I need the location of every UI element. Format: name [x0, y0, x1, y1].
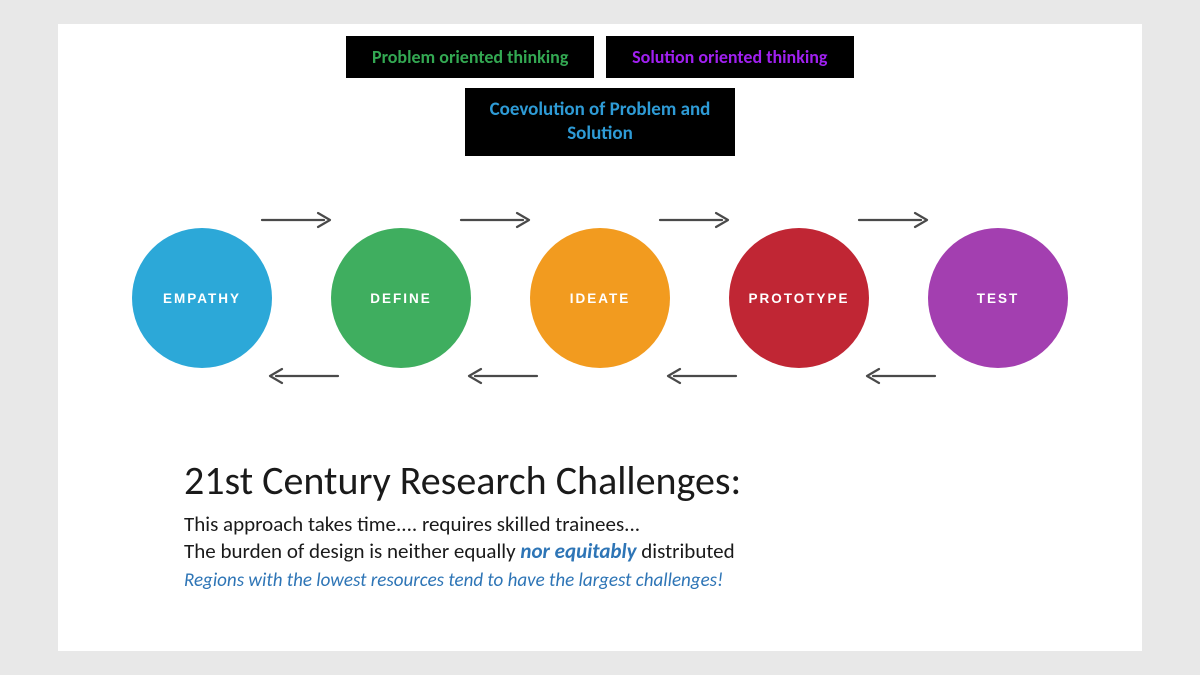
forward-arrow-icon — [459, 210, 539, 230]
define-circle: DEFINE — [331, 228, 471, 368]
empathy-circle: EMPATHY — [132, 228, 272, 368]
body-line-3: Regions with the lowest resources tend t… — [184, 568, 1024, 595]
prototype-label: PROTOTYPE — [748, 291, 849, 306]
problem-thinking-box: Problem oriented thinking — [346, 36, 594, 78]
slide: Problem oriented thinking Solution orien… — [58, 24, 1142, 651]
design-thinking-flow: EMPATHY DEFINE IDEATE PROTOTYPE TEST — [132, 198, 1068, 398]
forward-arrow-icon — [857, 210, 937, 230]
backward-arrow-icon — [459, 366, 539, 386]
mid-box-row: Coevolution of Problem and Solution — [58, 88, 1142, 156]
forward-arrow-icon — [260, 210, 340, 230]
ideate-circle: IDEATE — [530, 228, 670, 368]
backward-arrow-icon — [658, 366, 738, 386]
body-line-1: This approach takes time.... requires sk… — [184, 511, 1024, 538]
line2-emphasis: nor equitably — [520, 538, 636, 564]
prototype-circle: PROTOTYPE — [729, 228, 869, 368]
text-block: 21st Century Research Challenges: This a… — [184, 456, 1024, 594]
test-circle: TEST — [928, 228, 1068, 368]
solution-thinking-box: Solution oriented thinking — [606, 36, 854, 78]
forward-arrow-icon — [658, 210, 738, 230]
empathy-label: EMPATHY — [163, 291, 241, 306]
ideate-label: IDEATE — [570, 291, 631, 306]
heading: 21st Century Research Challenges: — [184, 456, 1024, 505]
coevolution-box: Coevolution of Problem and Solution — [465, 88, 735, 156]
line2-part-b: distributed — [637, 538, 735, 564]
backward-arrow-icon — [857, 366, 937, 386]
test-label: TEST — [977, 291, 1020, 306]
define-label: DEFINE — [370, 291, 432, 306]
line2-part-a: The burden of design is neither equally — [184, 538, 520, 564]
top-boxes-row: Problem oriented thinking Solution orien… — [58, 36, 1142, 78]
backward-arrow-icon — [260, 366, 340, 386]
body-line-2: The burden of design is neither equally … — [184, 538, 1024, 565]
